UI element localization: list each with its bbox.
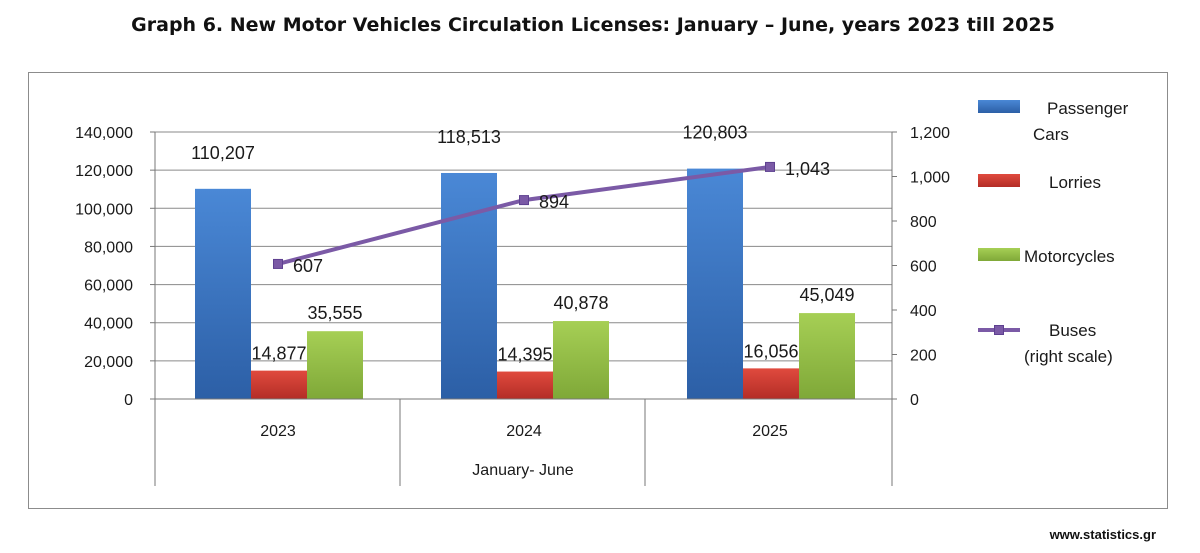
legend-passenger-cars-label-line2: Cars xyxy=(1033,125,1069,144)
bar-passenger-cars xyxy=(195,188,251,399)
data-label: 120,803 xyxy=(682,123,747,143)
right-tick-label: 400 xyxy=(910,303,937,320)
left-tick-label: 40,000 xyxy=(84,316,133,333)
category-label: 2024 xyxy=(506,423,542,440)
legend-passenger-cars-swatch xyxy=(978,100,1020,113)
left-tick-label: 0 xyxy=(124,392,133,409)
left-tick-label: 140,000 xyxy=(75,125,133,142)
chart-frame xyxy=(28,72,1168,509)
data-label: 14,395 xyxy=(497,345,552,365)
buses-point xyxy=(765,161,775,172)
data-label: 40,878 xyxy=(553,293,608,313)
data-label: 45,049 xyxy=(799,285,854,305)
bar-motorcycles xyxy=(553,321,609,399)
right-tick-label: 600 xyxy=(910,259,937,276)
data-label: 118,513 xyxy=(437,127,501,147)
left-tick-label: 120,000 xyxy=(75,163,133,180)
data-label: 35,555 xyxy=(307,303,362,323)
bar-passenger-cars xyxy=(441,172,497,399)
legend-buses-right-scale-label-line2: (right scale) xyxy=(1024,347,1113,366)
x-axis-title: January- June xyxy=(472,462,573,479)
data-label: 16,056 xyxy=(743,341,798,361)
bar-motorcycles xyxy=(307,331,363,399)
right-tick-label: 200 xyxy=(910,348,937,365)
data-label: 14,877 xyxy=(251,344,306,364)
left-tick-label: 100,000 xyxy=(75,201,133,218)
bar-lorries xyxy=(251,370,307,399)
right-tick-label: 0 xyxy=(910,392,919,409)
legend-passenger-cars-label: Passenger xyxy=(1047,99,1129,118)
legend-motorcycles-label: Motorcycles xyxy=(1024,247,1115,266)
bar-lorries xyxy=(497,371,553,399)
buses-data-label: 607 xyxy=(293,256,323,276)
legend-buses-right-scale-marker xyxy=(994,325,1004,335)
left-tick-label: 60,000 xyxy=(84,278,133,295)
buses-point xyxy=(519,195,529,206)
right-tick-label: 800 xyxy=(910,214,937,231)
bar-lorries xyxy=(743,368,799,399)
legend-buses-right-scale-label: Buses xyxy=(1049,321,1096,340)
left-tick-label: 80,000 xyxy=(84,239,133,256)
buses-point xyxy=(273,258,283,269)
right-tick-label: 1,200 xyxy=(910,125,950,142)
chart-title: Graph 6. New Motor Vehicles Circulation … xyxy=(131,14,1055,36)
buses-data-label: 894 xyxy=(539,192,569,212)
bar-motorcycles xyxy=(799,313,855,399)
data-label: 110,207 xyxy=(191,143,255,163)
legend-lorries-swatch xyxy=(978,174,1020,187)
category-label: 2025 xyxy=(752,423,788,440)
left-tick-label: 20,000 xyxy=(84,354,133,371)
source-footer: www.statistics.gr xyxy=(1049,527,1156,542)
legend-motorcycles-swatch xyxy=(978,248,1020,261)
category-label: 2023 xyxy=(260,423,296,440)
bar-passenger-cars xyxy=(687,168,743,399)
legend-lorries-label: Lorries xyxy=(1049,173,1101,192)
buses-data-label: 1,043 xyxy=(785,159,830,179)
right-tick-label: 1,000 xyxy=(910,170,950,187)
